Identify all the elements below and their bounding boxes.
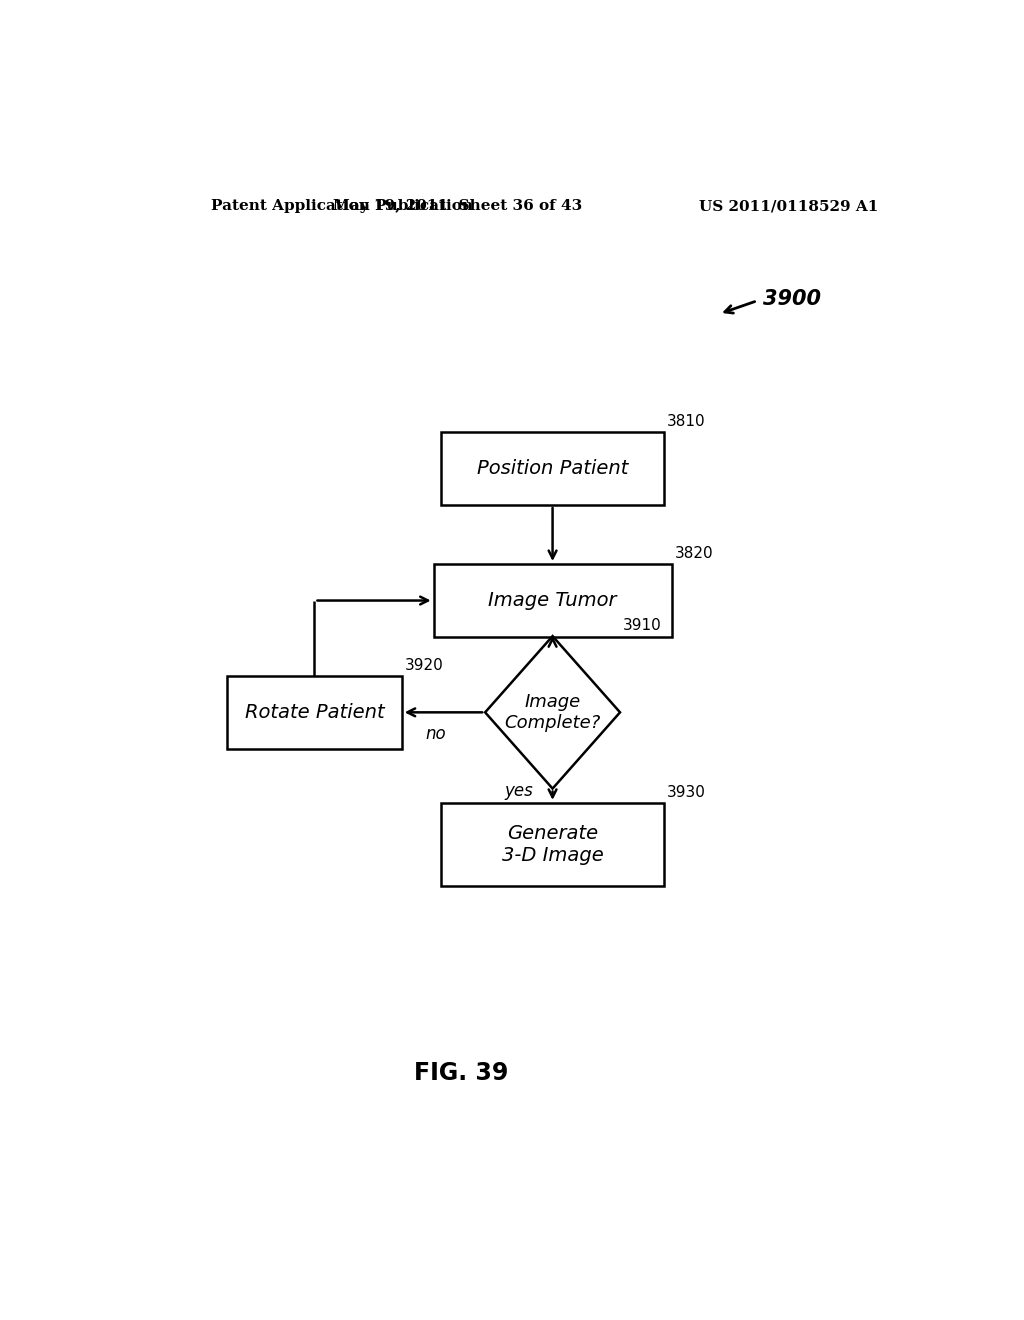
Bar [441, 803, 664, 886]
Text: Generate
3-D Image: Generate 3-D Image [502, 824, 603, 865]
Text: May 19, 2011  Sheet 36 of 43: May 19, 2011 Sheet 36 of 43 [333, 199, 582, 213]
Text: Image
Complete?: Image Complete? [505, 693, 601, 731]
Text: Rotate Patient: Rotate Patient [245, 702, 384, 722]
Text: 3930: 3930 [667, 785, 706, 800]
Bar [433, 564, 672, 638]
Text: Patent Application Publication: Patent Application Publication [211, 199, 473, 213]
Text: 3910: 3910 [624, 618, 662, 634]
Bar [227, 676, 401, 748]
Text: Image Tumor: Image Tumor [488, 591, 616, 610]
Text: Position Patient: Position Patient [477, 459, 629, 478]
Bar [441, 432, 664, 506]
Text: no: no [425, 725, 445, 743]
Text: 3810: 3810 [667, 413, 706, 429]
Text: 3900: 3900 [763, 289, 821, 309]
Text: US 2011/0118529 A1: US 2011/0118529 A1 [699, 199, 879, 213]
Text: yes: yes [504, 781, 532, 800]
Polygon shape [485, 636, 620, 788]
Text: 3820: 3820 [675, 546, 714, 561]
Text: 3920: 3920 [404, 657, 443, 673]
Text: FIG. 39: FIG. 39 [414, 1061, 509, 1085]
